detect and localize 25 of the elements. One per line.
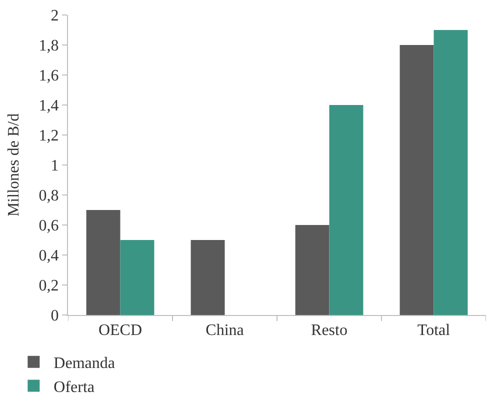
bar <box>400 45 434 315</box>
x-tick-label: China <box>206 322 244 340</box>
y-tick-label: 0 <box>50 308 59 325</box>
y-tick-label: 1,4 <box>38 98 59 115</box>
bar <box>434 30 468 315</box>
bar <box>120 240 154 315</box>
legend-label: Demanda <box>54 355 115 372</box>
x-tick-label: OECD <box>98 322 142 340</box>
y-tick-label: 1,8 <box>38 38 59 55</box>
y-axis-title: Millones de B/d <box>6 113 23 217</box>
legend-label: Oferta <box>54 378 95 396</box>
y-tick-label: 2 <box>50 8 59 25</box>
y-tick-label: 1 <box>50 158 59 175</box>
bar <box>86 210 120 315</box>
bar <box>190 240 225 315</box>
y-tick-label: 0,4 <box>38 248 59 265</box>
x-tick-label: Total <box>417 322 451 340</box>
bar <box>295 225 330 315</box>
bar <box>329 105 364 315</box>
y-tick-label: 0,8 <box>38 188 59 205</box>
y-tick-label: 1,6 <box>38 68 59 85</box>
y-tick-label: 0,2 <box>38 278 59 295</box>
x-tick-label: Resto <box>311 322 348 340</box>
y-tick-label: 1,2 <box>38 128 59 145</box>
y-tick-label: 0,6 <box>38 218 59 235</box>
